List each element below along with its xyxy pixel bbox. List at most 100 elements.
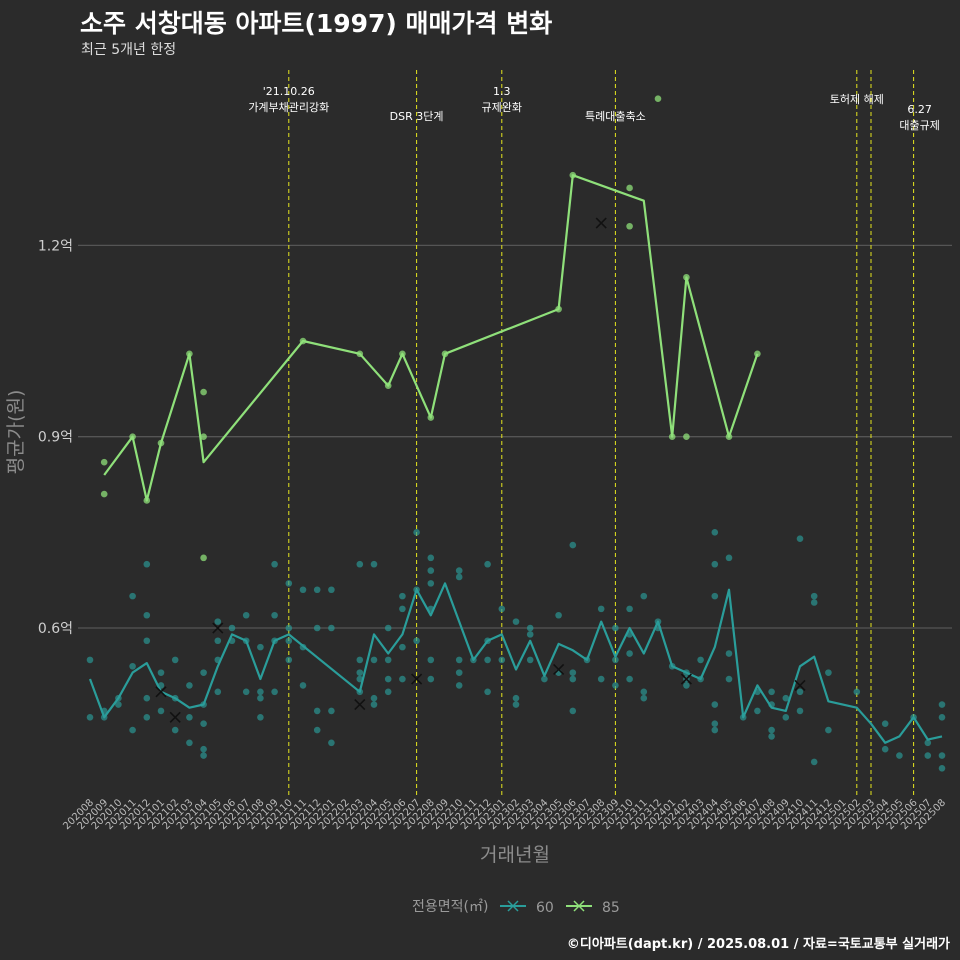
- data-point: [498, 656, 506, 664]
- data-point: [810, 599, 818, 606]
- data-point: [711, 720, 719, 727]
- data-point: [257, 713, 264, 721]
- x-axis-title: 거래년월: [480, 844, 550, 866]
- y-tick-label: 1.2억: [38, 238, 73, 254]
- legend-swatch-cross: [507, 900, 519, 912]
- data-point: [384, 688, 392, 696]
- data-point: [370, 656, 378, 664]
- legend-label: 85: [602, 900, 620, 916]
- data-point: [825, 669, 832, 676]
- chart-title: 소주 서창대동 아파트(1997) 매매가격 변화: [80, 9, 553, 38]
- data-point: [86, 713, 94, 721]
- data-point: [129, 726, 136, 734]
- data-point: [555, 611, 562, 619]
- data-point: [526, 656, 534, 664]
- data-point: [285, 656, 293, 664]
- data-point: [640, 694, 648, 702]
- data-point: [370, 560, 378, 568]
- event-annotation: 대출규제: [899, 119, 939, 132]
- cross-marker: [553, 663, 565, 676]
- cross-marker: [169, 711, 181, 723]
- data-point: [796, 707, 804, 715]
- data-point: [711, 592, 719, 600]
- data-point: [257, 688, 264, 696]
- data-point: [825, 726, 832, 734]
- data-point: [725, 650, 733, 657]
- data-point: [654, 95, 662, 102]
- data-point: [683, 433, 690, 440]
- data-point: [285, 637, 293, 645]
- data-point: [427, 675, 435, 683]
- data-point: [370, 701, 378, 708]
- data-point: [498, 605, 506, 613]
- data-point: [569, 541, 577, 549]
- data-point: [271, 688, 278, 696]
- data-point: [257, 694, 264, 702]
- data-point: [484, 560, 491, 568]
- data-point: [512, 694, 520, 702]
- data-point: [569, 675, 577, 683]
- event-annotation: 6.27: [907, 103, 932, 116]
- grid-lines: [78, 244, 952, 629]
- event-annotation: '21.10.26: [263, 85, 315, 98]
- data-point: [853, 688, 861, 696]
- data-point: [313, 624, 321, 632]
- data-point: [455, 669, 463, 676]
- y-axis-title: 평균가(원): [5, 390, 27, 475]
- data-point: [626, 605, 633, 613]
- data-point: [597, 605, 605, 613]
- data-point: [143, 694, 151, 702]
- data-point: [271, 560, 278, 568]
- cross-marker: [411, 673, 423, 685]
- cross-marker: [595, 217, 607, 229]
- data-point: [399, 605, 406, 613]
- data-point: [810, 758, 818, 766]
- data-point: [384, 675, 392, 683]
- data-point: [526, 624, 534, 632]
- data-point: [143, 560, 151, 568]
- data-point: [725, 675, 733, 683]
- data-point: [399, 643, 406, 651]
- data-point: [328, 739, 335, 747]
- data-point: [399, 675, 406, 683]
- series-line: [88, 582, 943, 744]
- data-point: [768, 726, 775, 734]
- data-point: [612, 682, 619, 689]
- data-point: [711, 726, 719, 734]
- data-point: [512, 618, 520, 625]
- data-point: [711, 560, 719, 568]
- event-annotation: 특례대출축소: [585, 110, 646, 123]
- data-point: [200, 720, 207, 727]
- data-point: [100, 458, 108, 466]
- data-point: [754, 707, 761, 715]
- data-point: [356, 560, 364, 568]
- data-point: [526, 631, 534, 638]
- data-point: [569, 669, 577, 676]
- data-point: [455, 573, 463, 581]
- data-point: [711, 529, 719, 536]
- event-annotation: 1.3: [493, 85, 511, 98]
- data-point: [938, 752, 946, 759]
- data-point: [200, 433, 207, 440]
- data-point: [427, 554, 435, 562]
- data-point: [200, 388, 207, 396]
- data-point: [484, 688, 491, 696]
- data-point: [356, 669, 364, 676]
- data-point: [157, 669, 165, 676]
- data-point: [640, 688, 648, 696]
- series-lines: [88, 174, 943, 744]
- data-point: [938, 765, 946, 772]
- data-point: [683, 682, 690, 689]
- data-point: [896, 752, 903, 759]
- data-point: [285, 624, 293, 632]
- data-point: [129, 662, 136, 670]
- data-point: [626, 222, 633, 230]
- data-point: [640, 592, 648, 600]
- data-point: [214, 688, 222, 696]
- data-point: [200, 745, 207, 753]
- data-point: [427, 580, 435, 587]
- data-point: [328, 707, 335, 715]
- data-point: [299, 586, 307, 594]
- data-point: [782, 694, 790, 702]
- event-annotation: 토허제 해제: [830, 92, 884, 106]
